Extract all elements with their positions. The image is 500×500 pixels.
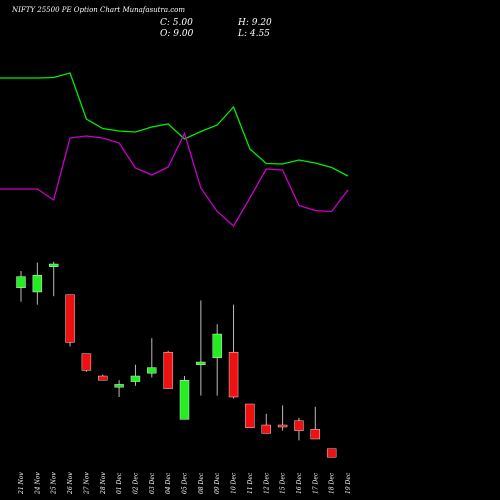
x-tick-label: 05 Dec <box>182 472 189 494</box>
x-tick-label: 03 Dec <box>149 472 156 494</box>
candle-body <box>81 353 92 371</box>
x-tick-label: 25 Nov <box>51 472 58 495</box>
candlestick-group <box>16 261 337 458</box>
x-tick-label: 10 Dec <box>231 472 238 494</box>
x-tick-label: 28 Nov <box>100 472 107 495</box>
x-tick-label: 16 Dec <box>296 472 303 494</box>
x-tick-label: 02 Dec <box>132 472 139 494</box>
x-tick-label: 08 Dec <box>198 472 205 494</box>
x-axis-ticks: 21 Nov 24 Nov 25 Nov 26 Nov 27 Nov 28 Nov 01 D… <box>18 472 352 495</box>
candle-body <box>98 375 108 381</box>
x-tick-label: 27 Nov <box>83 472 90 495</box>
candle-body <box>179 380 190 420</box>
x-tick-label: 15 Dec <box>280 472 287 494</box>
x-tick-label: 17 Dec <box>312 472 319 494</box>
candle-body <box>196 361 206 365</box>
candle-body <box>16 276 26 289</box>
candle-body <box>49 263 59 267</box>
candle-body <box>130 375 141 382</box>
open-value: O: 9.00 <box>160 29 194 39</box>
candle-body <box>163 352 173 389</box>
x-tick-label: 01 Dec <box>116 472 123 494</box>
candle-body <box>147 367 157 374</box>
candle-body <box>294 420 304 431</box>
x-tick-label: 24 Nov <box>34 472 41 495</box>
candle-body <box>277 424 288 428</box>
x-tick-label: 11 Dec <box>247 472 254 494</box>
candle-body <box>114 384 124 388</box>
x-tick-label: 21 Nov <box>18 472 25 495</box>
candle-body <box>326 448 337 458</box>
series-line-0 <box>0 72 349 177</box>
candle-body <box>32 275 43 293</box>
x-tick-label: 18 Dec <box>329 472 336 494</box>
candle-body <box>228 352 239 398</box>
low-value: L: 4.55 <box>238 29 270 39</box>
x-tick-label: 09 Dec <box>214 472 221 494</box>
line-series-group <box>0 72 349 228</box>
x-tick-label: 26 Nov <box>67 472 74 495</box>
x-tick-label: 04 Dec <box>165 472 172 494</box>
close-value: C: 5.00 <box>160 18 193 28</box>
candle-body <box>212 333 222 358</box>
x-tick-label: 12 Dec <box>263 472 270 494</box>
high-value: H: 9.20 <box>238 18 272 28</box>
candle-body <box>245 403 255 428</box>
candle-body <box>310 429 320 440</box>
series-line-1 <box>0 131 349 228</box>
candle-body <box>65 294 75 343</box>
candle-body <box>261 424 271 434</box>
chart-title: NIFTY 25500 PE Option Chart Munafasutra.… <box>12 6 185 14</box>
x-tick-label: 19 Dec <box>345 472 352 494</box>
